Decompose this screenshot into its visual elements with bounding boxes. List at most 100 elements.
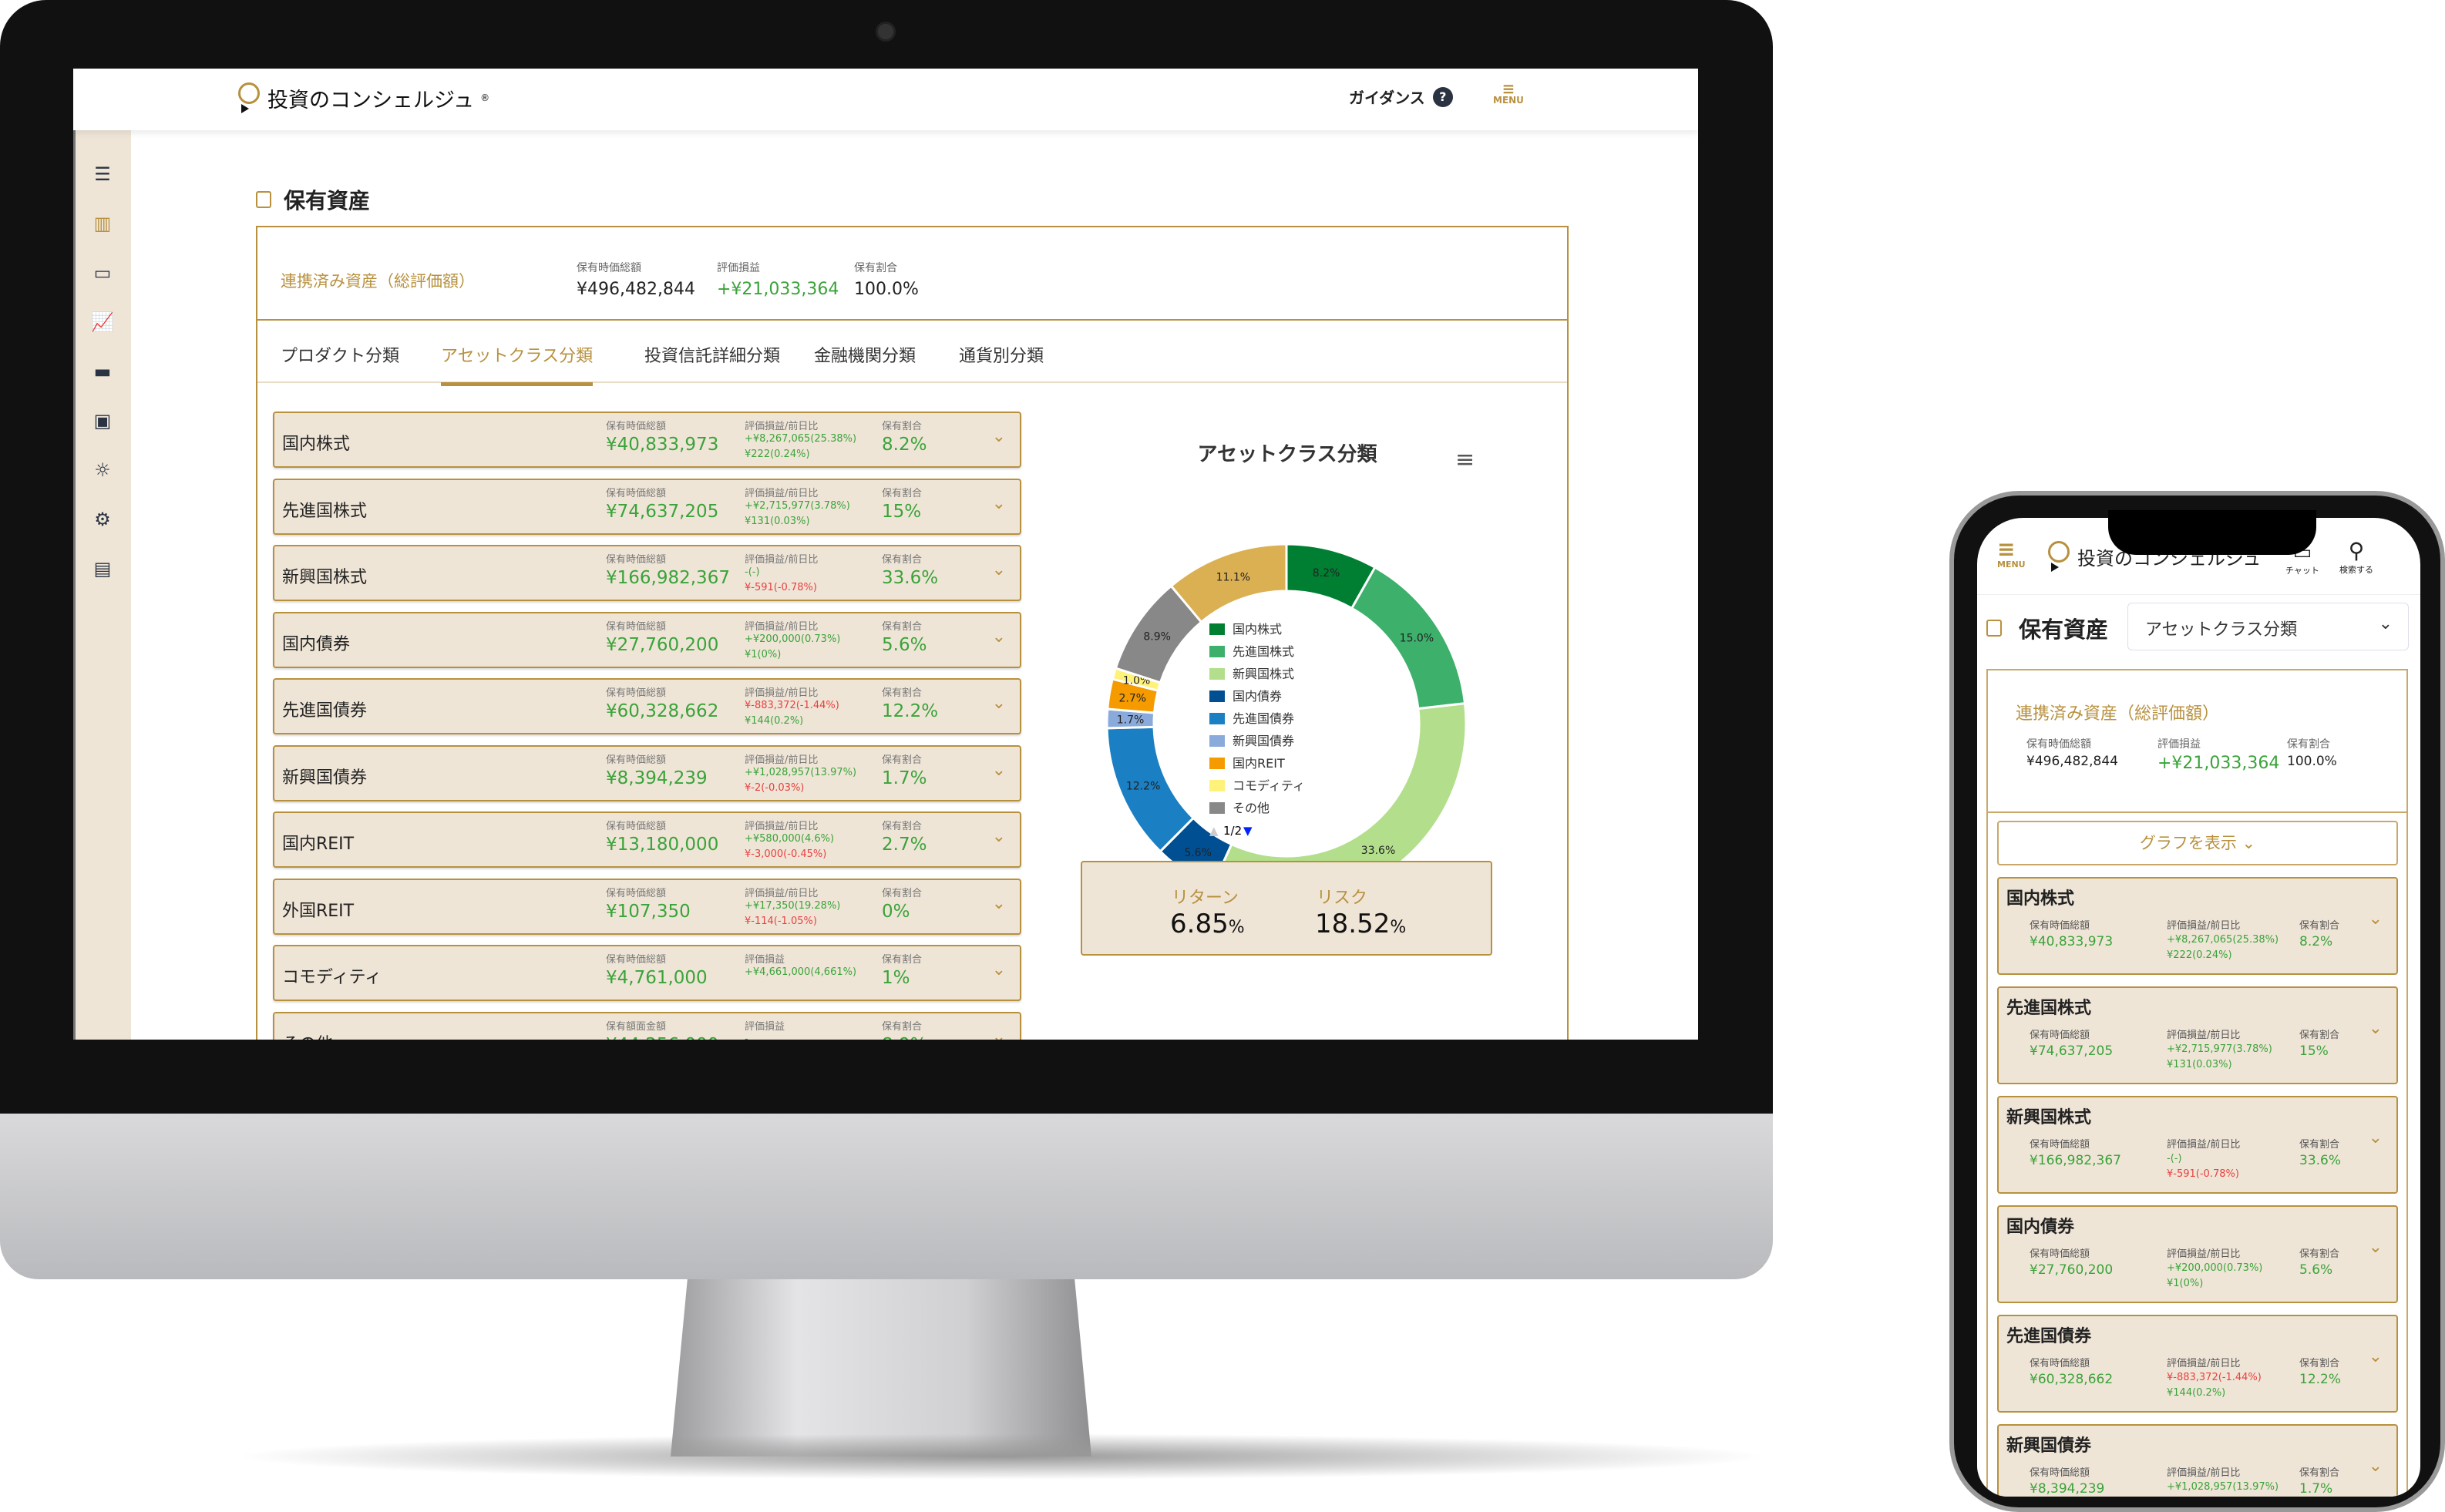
chevron-down-icon[interactable]: ⌄ — [2368, 1128, 2383, 1147]
search-label: 検索する — [2339, 565, 2373, 575]
mobile-asset-row[interactable]: 国内債券 保有時価総額 ¥27,760,200 評価損益/前日比 +¥200,000(0… — [1997, 1205, 2398, 1303]
ratio-value: 33.6% — [2299, 1153, 2342, 1168]
chevron-down-icon[interactable]: ⌄ — [2368, 1457, 2383, 1476]
ratio-value: 0% — [882, 901, 910, 922]
tab-4[interactable]: 通貨別分類 — [959, 347, 1044, 366]
legend-item[interactable]: 国内株式 — [1233, 622, 1282, 637]
donut-slice[interactable] — [1169, 543, 1288, 624]
pl-value: +¥1,028,957(13.97%) — [745, 766, 857, 778]
asset-row[interactable]: 先進国株式 保有時価総額 ¥74,637,205 評価損益/前日比 +¥2,715,97… — [273, 478, 1021, 535]
menu-icon: ≡ — [1997, 536, 2016, 562]
legend-item[interactable]: コモディティ — [1233, 778, 1305, 793]
pl-key: 評価損益/前日比 — [2167, 1467, 2241, 1479]
asset-row[interactable]: 新興国株式 保有時価総額 ¥166,982,367 評価損益/前日比 -(-) ¥-591… — [273, 545, 1021, 601]
tab-2[interactable]: 投資信託詳細分類 — [644, 347, 781, 366]
day-change: ¥-3,000(-0.45%) — [745, 848, 827, 860]
tab-3[interactable]: 金融機関分類 — [814, 347, 916, 366]
legend-item[interactable]: 新興国債券 — [1233, 734, 1294, 748]
show-graph-button[interactable]: グラフを表示 ⌄ — [1997, 821, 2398, 865]
asset-row[interactable]: 国内債券 保有時価総額 ¥27,760,200 評価損益/前日比 +¥200,000(0… — [273, 611, 1021, 668]
asset-row[interactable]: 国内株式 保有時価総額 ¥40,833,973 評価損益/前日比 +¥8,267,065… — [273, 412, 1021, 468]
hamburger-icon[interactable]: ☰ — [94, 163, 111, 185]
legend-item[interactable]: 先進国株式 — [1233, 644, 1294, 659]
mobile-assets-card: 連携済み資産（総評価額） 保有時価総額 ¥496,482,844 評価損益 +¥… — [1986, 669, 2408, 1497]
asset-row[interactable]: 外国REIT 保有時価総額 ¥107,350 評価損益/前日比 +¥17,350(19.… — [273, 878, 1021, 935]
chevron-down-icon[interactable]: ⌄ — [991, 627, 1006, 647]
bar-chart-icon[interactable]: ▥ — [93, 213, 112, 234]
chevron-down-icon[interactable]: ⌄ — [991, 1026, 1006, 1040]
legend-next-icon[interactable]: ▼ — [1243, 824, 1253, 838]
tab-1[interactable]: アセットクラス分類 — [441, 342, 594, 386]
value-key: 保有時価総額 — [606, 887, 667, 899]
pl-key: 評価損益/前日比 — [745, 554, 819, 566]
guidance-button[interactable]: ガイダンス? — [1349, 86, 1453, 108]
lightbulb-icon[interactable]: ☼ — [94, 459, 111, 481]
chevron-down-icon[interactable]: ⌄ — [991, 960, 1006, 979]
stand-shadow — [231, 1433, 1773, 1480]
summary-ratio-key: 保有割合 — [2287, 738, 2330, 751]
category-select[interactable]: アセットクラス分類 ⌄ — [2127, 603, 2409, 650]
logo-text: 投資のコンシェルジュ — [267, 88, 475, 113]
chevron-down-icon[interactable]: ⌄ — [991, 760, 1006, 780]
menu-button[interactable]: ≡ MENU — [1493, 81, 1524, 106]
mobile-asset-row[interactable]: 新興国株式 保有時価総額 ¥166,982,367 評価損益/前日比 -(-) ¥-591… — [1997, 1096, 2398, 1194]
ratio-key: 保有割合 — [882, 821, 923, 832]
donut-chart: 8.2%15.0%33.6%5.6%12.2%1.7%2.7%1.0%8.9%1… — [1105, 543, 1468, 884]
logo[interactable]: 投資のコンシェルジュ ® — [237, 82, 489, 113]
value-key: 保有時価総額 — [2030, 1030, 2090, 1041]
risk-number: 18.52 — [1315, 909, 1391, 939]
ratio-key: 保有割合 — [2299, 1467, 2340, 1479]
chart-menu-icon[interactable]: ≡ — [1455, 446, 1475, 473]
mobile-asset-row[interactable]: 国内株式 保有時価総額 ¥40,833,973 評価損益/前日比 +¥8,267,065… — [1997, 877, 2398, 975]
mobile-asset-row[interactable]: 新興国債券 保有時価総額 ¥8,394,239 評価損益/前日比 +¥1,028,957… — [1997, 1424, 2398, 1497]
pl-key: 評価損益/前日比 — [745, 620, 819, 633]
asset-name: 先進国債券 — [282, 701, 368, 721]
chevron-down-icon[interactable]: ⌄ — [991, 560, 1006, 580]
asset-row[interactable]: 新興国債券 保有時価総額 ¥8,394,239 評価損益/前日比 +¥1,028,957… — [273, 744, 1021, 801]
chevron-down-icon[interactable]: ⌄ — [2368, 909, 2383, 929]
mobile-asset-row[interactable]: 先進国債券 保有時価総額 ¥60,328,662 評価損益/前日比 ¥-883,372(… — [1997, 1315, 2398, 1413]
chat-icon[interactable]: ▬ — [93, 361, 112, 382]
legend-prev-icon[interactable]: ▲ — [1209, 824, 1219, 838]
ratio-key: 保有割合 — [882, 1020, 923, 1033]
pl-key: 評価損益 — [745, 954, 785, 966]
legend-item[interactable]: 国内REIT — [1233, 756, 1285, 771]
value-key: 保有額面金額 — [606, 1020, 667, 1033]
donut-slice[interactable] — [1212, 702, 1468, 884]
day-change: ¥131(0.03%) — [2167, 1059, 2232, 1070]
chevron-down-icon[interactable]: ⌄ — [991, 427, 1006, 446]
gear-icon[interactable]: ⚙ — [94, 509, 111, 530]
chevron-down-icon[interactable]: ⌄ — [991, 694, 1006, 713]
profile-icon[interactable]: ▣ — [93, 410, 112, 432]
chevron-down-icon[interactable]: ⌄ — [991, 493, 1006, 513]
mobile-asset-row[interactable]: 先進国株式 保有時価総額 ¥74,637,205 評価損益/前日比 +¥2,715,97… — [1997, 986, 2398, 1084]
chevron-down-icon: ⌄ — [2378, 614, 2393, 633]
mobile-menu-button[interactable]: ≡ MENU — [1997, 539, 2026, 570]
asset-row[interactable]: 国内REIT 保有時価総額 ¥13,180,000 評価損益/前日比 +¥580,000… — [273, 811, 1021, 868]
assets-card: 連携済み資産（総評価額） 保有時価総額 ¥496,482,844 評価損益 +¥… — [256, 226, 1569, 1040]
line-chart-icon[interactable]: 📈 — [91, 311, 114, 333]
return-number: 6.85 — [1170, 909, 1229, 939]
legend-item[interactable]: 先進国債券 — [1233, 711, 1294, 726]
legend-swatch — [1209, 623, 1225, 635]
asset-row[interactable]: その他 保有額面金額 ¥44,256,000 評価損益- 保有割合 8.9% ⌄ — [273, 1011, 1021, 1040]
asset-name: 国内債券 — [2006, 1218, 2075, 1237]
mobile-screen: ≡ MENU 投資のコンシェルジュ ▭ チャット ⚲ 検索する 保有資産 アセットクラ… — [1977, 518, 2420, 1497]
chevron-down-icon[interactable]: ⌄ — [991, 893, 1006, 913]
ratio-key: 保有割合 — [882, 687, 923, 699]
chevron-down-icon[interactable]: ⌄ — [2368, 1238, 2383, 1257]
tab-0[interactable]: プロダクト分類 — [281, 347, 400, 366]
asset-row[interactable]: コモディティ 保有時価総額 ¥4,761,000 評価損益 +¥4,661,000(4,… — [273, 945, 1021, 1001]
legend-item[interactable]: その他 — [1233, 801, 1270, 815]
legend-item[interactable]: 新興国株式 — [1233, 667, 1294, 681]
search-button[interactable]: ⚲ 検索する — [2339, 538, 2373, 576]
ratio-value: 15% — [882, 501, 922, 522]
card-icon[interactable]: ▭ — [93, 262, 112, 284]
legend-item[interactable]: 国内債券 — [1233, 689, 1282, 704]
tabs: プロダクト分類 アセットクラス分類 投資信託詳細分類 金融機関分類 通貨別分類 — [257, 321, 1567, 386]
document-icon[interactable]: ▤ — [93, 558, 112, 580]
chevron-down-icon[interactable]: ⌄ — [2368, 1347, 2383, 1366]
chevron-down-icon[interactable]: ⌄ — [991, 827, 1006, 846]
chevron-down-icon[interactable]: ⌄ — [2368, 1019, 2383, 1038]
asset-row[interactable]: 先進国債券 保有時価総額 ¥60,328,662 評価損益/前日比 ¥-883,372(… — [273, 678, 1021, 734]
